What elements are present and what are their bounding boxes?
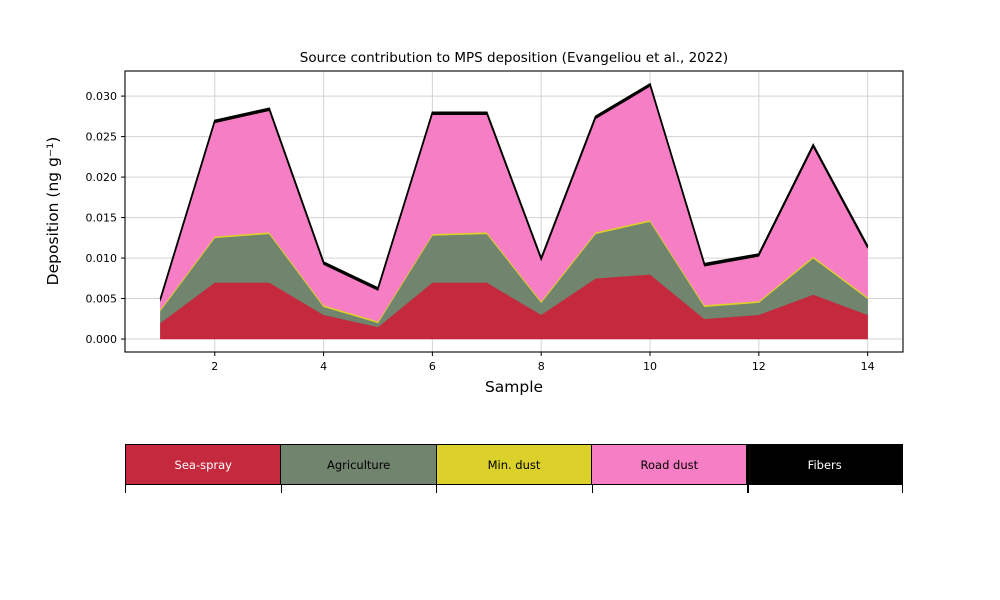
legend-item-fibers: Fibers — [746, 444, 903, 485]
x-tick-label: 4 — [320, 360, 327, 373]
legend-item-road-dust: Road dust — [591, 444, 748, 485]
legend-axis-ticks — [125, 485, 903, 494]
legend-label: Fibers — [807, 457, 842, 472]
legend-tick — [901, 485, 903, 493]
x-tick-label: 8 — [538, 360, 545, 373]
legend-tick — [591, 485, 593, 493]
legend-label: Sea-spray — [174, 457, 232, 472]
x-tick-label: 12 — [752, 360, 766, 373]
y-tick-label: 0.020 — [86, 171, 118, 184]
x-tick-label: 6 — [429, 360, 436, 373]
legend-tick — [125, 485, 127, 493]
y-tick-label: 0.030 — [86, 90, 118, 103]
legend-tick — [280, 485, 282, 493]
plot-border — [124, 70, 904, 353]
legend-label: Agriculture — [327, 457, 391, 472]
legend-tick — [747, 485, 749, 493]
x-tick-label: 14 — [861, 360, 875, 373]
stacked-area-chart: 2 4 6 8 10 12 14 0.000 0.005 0.010 0.015 0.020 0.025… — [44, 50, 904, 396]
y-axis-label: Deposition (ng g⁻¹) — [44, 137, 62, 286]
y-tick-label: 0.025 — [86, 131, 118, 144]
y-tick-label: 0.010 — [86, 252, 118, 265]
legend-item-sea-spray: Sea-spray — [125, 444, 282, 485]
y-tick-label: 0.005 — [86, 293, 118, 306]
x-tick-label: 10 — [643, 360, 657, 373]
y-tick-label: 0.000 — [86, 333, 118, 346]
legend-tick — [436, 485, 438, 493]
legend-label: Min. dust — [487, 457, 541, 472]
legend: Sea-spray Agriculture Min. dust Road dus… — [125, 444, 903, 485]
legend-label: Road dust — [640, 457, 699, 472]
x-tick-label: 2 — [211, 360, 218, 373]
legend-item-agriculture: Agriculture — [280, 444, 437, 485]
x-axis-label: Sample — [485, 378, 543, 396]
legend-item-min-dust: Min. dust — [435, 444, 593, 485]
chart-title: Source contribution to MPS deposition (E… — [300, 50, 728, 66]
y-tick-label: 0.015 — [86, 212, 118, 225]
total-outline — [159, 82, 869, 299]
